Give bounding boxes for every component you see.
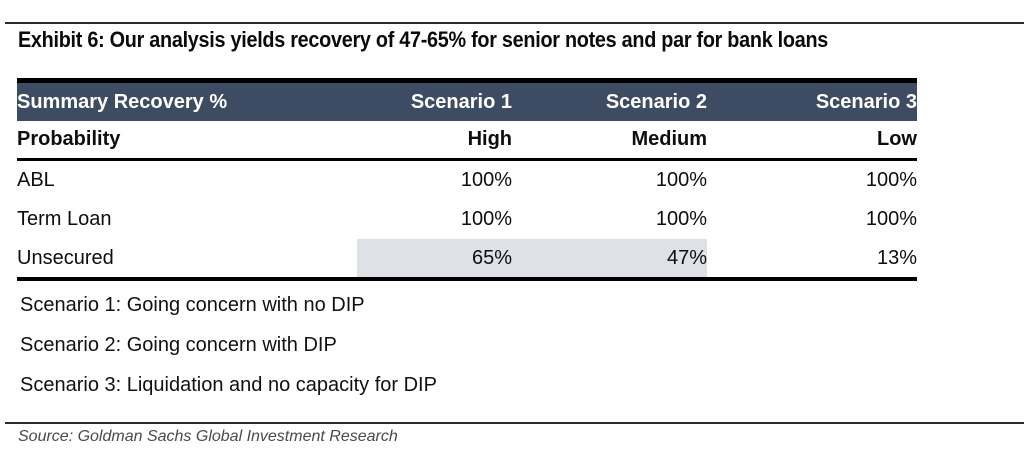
note-scenario-2: Scenario 2: Going concern with DIP [20,334,337,356]
column-header-scenario-2: Scenario 2 [512,80,707,121]
exhibit-title: Exhibit 6: Our analysis yields recovery … [18,27,829,52]
term-loan-scenario-3-value: 100% [865,208,917,230]
term-loan-scenario-1-value: 100% [460,208,512,230]
note-scenario-1: Scenario 1: Going concern with no DIP [20,294,365,316]
column-header-scenario-3: Scenario 3 [707,80,917,121]
unsecured-scenario-1-value-highlighted: 65% [357,239,512,279]
bottom-divider [5,422,1024,424]
abl-scenario-2-value: 100% [655,169,707,191]
table-header-row: Summary Recovery % Scenario 1 Scenario 2… [17,80,917,121]
table-row-unsecured: Unsecured 65% 47% 13% [17,239,917,279]
probability-row: Probability High Medium Low [17,121,917,161]
table-row-abl: ABL 100% 100% 100% [17,160,917,201]
unsecured-scenario-3-value: 13% [876,246,917,269]
probability-scenario-3: Low [707,121,917,161]
table-row-term-loan: Term Loan 100% 100% 100% [17,200,917,239]
term-loan-scenario-2-value: 100% [655,208,707,230]
probability-label: Probability [17,121,357,161]
row-label-unsecured: Unsecured [17,246,114,269]
unsecured-scenario-2-value-highlighted: 47% [512,239,707,279]
note-scenario-3: Scenario 3: Liquidation and no capacity … [20,374,437,396]
abl-scenario-3-value: 100% [865,169,917,191]
table-title-cell: Summary Recovery % [17,80,357,121]
column-header-scenario-1: Scenario 1 [357,80,512,121]
recovery-table: Summary Recovery % Scenario 1 Scenario 2… [17,78,917,281]
abl-scenario-1-value: 100% [460,169,512,191]
row-label-term-loan: Term Loan [17,208,112,230]
probability-scenario-2: Medium [512,121,707,161]
row-label-abl: ABL [17,169,55,191]
scenario-notes: Scenario 1: Going concern with no DIP Sc… [20,285,437,405]
top-divider [5,22,1024,24]
source-attribution: Source: Goldman Sachs Global Investment … [18,428,398,445]
probability-scenario-1: High [357,121,512,161]
